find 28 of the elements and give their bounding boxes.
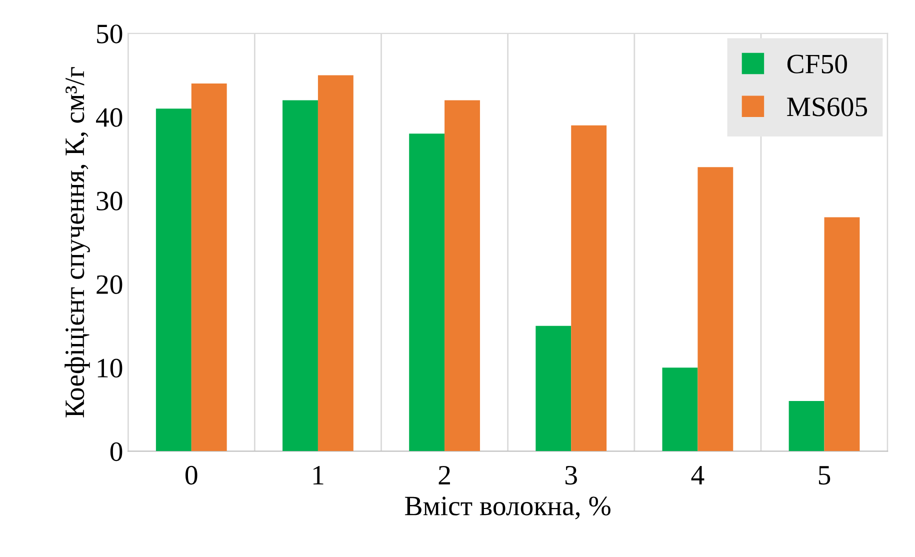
bar bbox=[282, 100, 318, 452]
y-axis-title: Коефіцієнт спучення, К, см³/г bbox=[64, 67, 90, 418]
bar bbox=[156, 108, 192, 452]
x-axis-title: Вміст волокна, % bbox=[405, 496, 610, 520]
y-tick-label: 10 bbox=[98, 358, 122, 378]
bar bbox=[318, 75, 354, 452]
y-tick-label: 50 bbox=[97, 24, 122, 44]
bar bbox=[409, 134, 445, 452]
y-tick-label: 0 bbox=[110, 442, 122, 462]
x-tick-label: 0 bbox=[186, 466, 198, 485]
x-tick-label: 1 bbox=[313, 466, 324, 484]
legend-label: CF50 bbox=[787, 54, 847, 74]
bar bbox=[788, 401, 824, 452]
y-tick-label: 20 bbox=[96, 275, 122, 294]
x-tick-label: 3 bbox=[565, 466, 577, 485]
y-tick-label: 30 bbox=[96, 192, 122, 210]
bar bbox=[662, 368, 698, 452]
bar bbox=[191, 84, 227, 452]
x-tick-label: 2 bbox=[438, 466, 450, 484]
x-tick-label: 4 bbox=[691, 466, 704, 484]
bar bbox=[698, 167, 734, 452]
x-tick-label: 5 bbox=[818, 466, 830, 485]
y-tick-label: 40 bbox=[96, 108, 122, 127]
bar bbox=[824, 217, 860, 452]
bar bbox=[571, 125, 607, 452]
legend-label: MS605 bbox=[787, 98, 868, 116]
bar bbox=[536, 326, 572, 452]
bar bbox=[444, 100, 480, 452]
